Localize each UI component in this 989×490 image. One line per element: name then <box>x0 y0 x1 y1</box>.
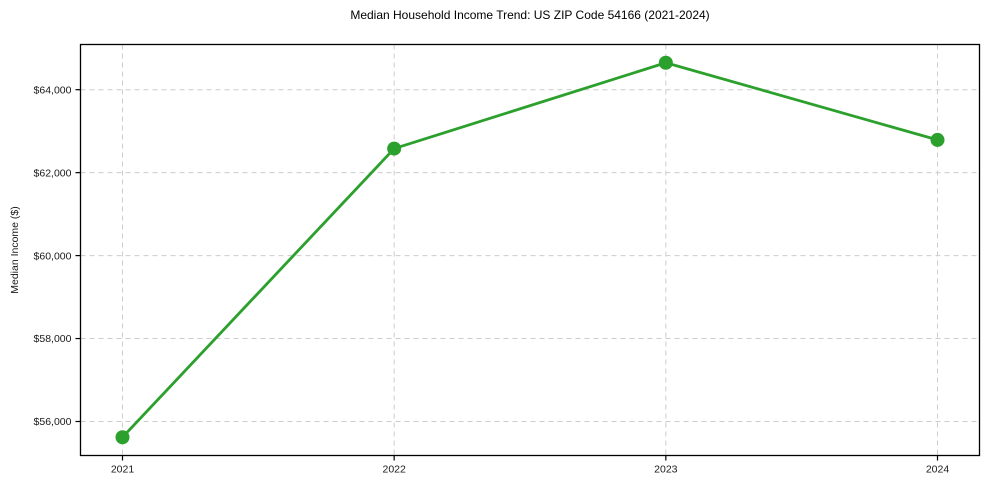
x-tick-label: 2024 <box>926 464 950 476</box>
plot-border <box>79 43 981 457</box>
x-tick-label: 2021 <box>111 464 135 476</box>
x-tick-label: 2022 <box>382 464 406 476</box>
y-tick-label: $60,000 <box>34 250 72 262</box>
trend-line <box>121 61 939 439</box>
y-tick-label: $58,000 <box>34 333 72 345</box>
x-tick-label: 2023 <box>654 464 678 476</box>
data-point-marker <box>658 55 673 70</box>
data-point-marker <box>387 141 402 156</box>
data-point-marker <box>115 430 130 445</box>
chart-title: Median Household Income Trend: US ZIP Co… <box>350 8 710 22</box>
y-tick-label: $62,000 <box>34 167 72 179</box>
data-point-marker <box>930 132 945 147</box>
y-tick-label: $64,000 <box>34 84 72 96</box>
y-axis-title: Median Income ($) <box>9 206 21 294</box>
y-tick-label: $56,000 <box>34 416 72 428</box>
